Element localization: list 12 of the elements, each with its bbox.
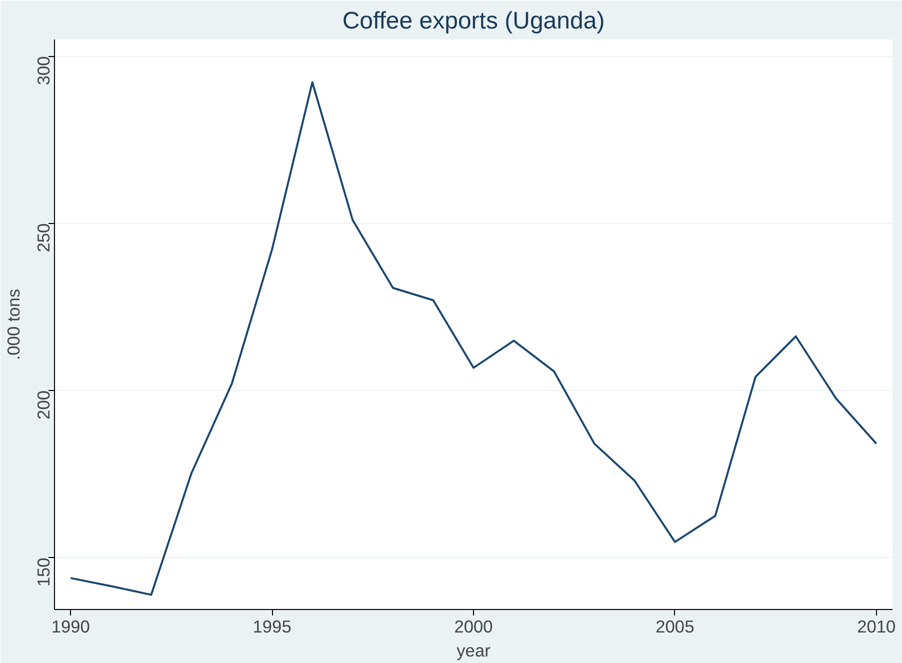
y-tick-label: 250 xyxy=(34,223,54,252)
y-tick-label: 150 xyxy=(34,558,54,587)
y-axis-title: .000 tons xyxy=(4,288,24,360)
x-tick-label: 1990 xyxy=(51,616,90,636)
x-tick-label: 2010 xyxy=(857,616,896,636)
x-tick-label: 1995 xyxy=(252,616,292,636)
chart-title: Coffee exports (Uganda) xyxy=(342,8,605,34)
x-tick-label: 2000 xyxy=(454,616,493,636)
y-tick-label: 300 xyxy=(34,56,54,86)
x-axis-title: year xyxy=(456,640,491,660)
x-tick-label: 2005 xyxy=(656,616,694,636)
y-tick-label: 200 xyxy=(34,390,54,420)
